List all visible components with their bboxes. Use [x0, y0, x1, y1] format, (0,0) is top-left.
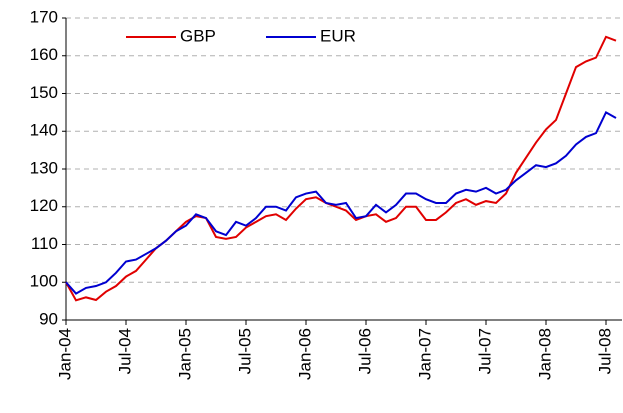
y-tick-label: 170 — [30, 7, 58, 26]
x-tick-label: Jan-08 — [535, 328, 554, 380]
x-tick-label: Jul-06 — [355, 328, 374, 374]
y-tick-label: 110 — [31, 234, 58, 253]
y-tick-label: 140 — [30, 121, 58, 140]
y-tick-label: 90 — [39, 309, 58, 328]
x-tick-label: Jan-05 — [175, 328, 194, 380]
x-tick-label: Jul-05 — [235, 328, 254, 374]
x-tick-label: Jul-08 — [595, 328, 614, 374]
x-tick-label: Jan-07 — [415, 328, 434, 380]
y-tick-label: 160 — [30, 45, 58, 64]
y-tick-label: 100 — [30, 272, 58, 291]
y-tick-label: 130 — [30, 158, 58, 177]
y-tick-label: 120 — [30, 196, 58, 215]
legend-label: EUR — [320, 26, 356, 45]
legend-label: GBP — [180, 26, 216, 45]
x-tick-label: Jul-04 — [115, 328, 134, 374]
series-line — [65, 110, 617, 295]
y-tick-label: 150 — [30, 83, 58, 102]
x-tick-label: Jul-07 — [475, 328, 494, 374]
x-tick-label: Jan-06 — [295, 328, 314, 380]
x-tick-label: Jan-04 — [55, 328, 74, 380]
